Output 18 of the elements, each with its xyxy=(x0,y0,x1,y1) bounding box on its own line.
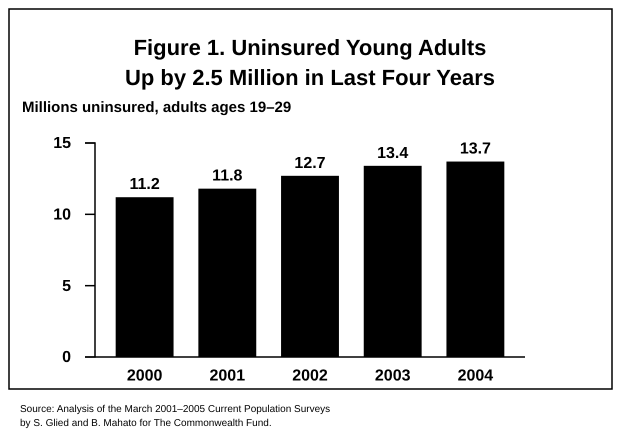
text: by S. Glied and B. Mahato for The Commonwealth Fund. xyxy=(20,418,272,429)
y-tick-label: 15 xyxy=(53,135,72,152)
data-label: 13.7 xyxy=(460,140,492,158)
x-tick-label: 2003 xyxy=(374,367,411,384)
y-axis-title: Millions uninsured, adults ages 19–29 xyxy=(22,99,292,116)
x-tick-label: 2002 xyxy=(292,367,328,384)
x-tick-label: 2004 xyxy=(458,367,494,384)
y-tick-label: 10 xyxy=(53,206,72,224)
x-tick-label: 2001 xyxy=(210,367,246,384)
data-label: 11.8 xyxy=(212,168,243,185)
source-note: Source: Analysis of the March 2001–2005 Current Population Surveys xyxy=(20,404,330,415)
data-label: 11.2 xyxy=(129,176,160,194)
y-tick-label: 0 xyxy=(62,349,72,366)
data-label: 13.4 xyxy=(377,144,408,162)
y-tick-label: 5 xyxy=(62,278,72,295)
chart-title: Figure 1. Uninsured Young Adults Up by 2.5 Million in Last Four Years xyxy=(124,35,496,90)
x-tick-label: 2000 xyxy=(126,367,163,384)
data-label: 12.7 xyxy=(294,154,326,172)
